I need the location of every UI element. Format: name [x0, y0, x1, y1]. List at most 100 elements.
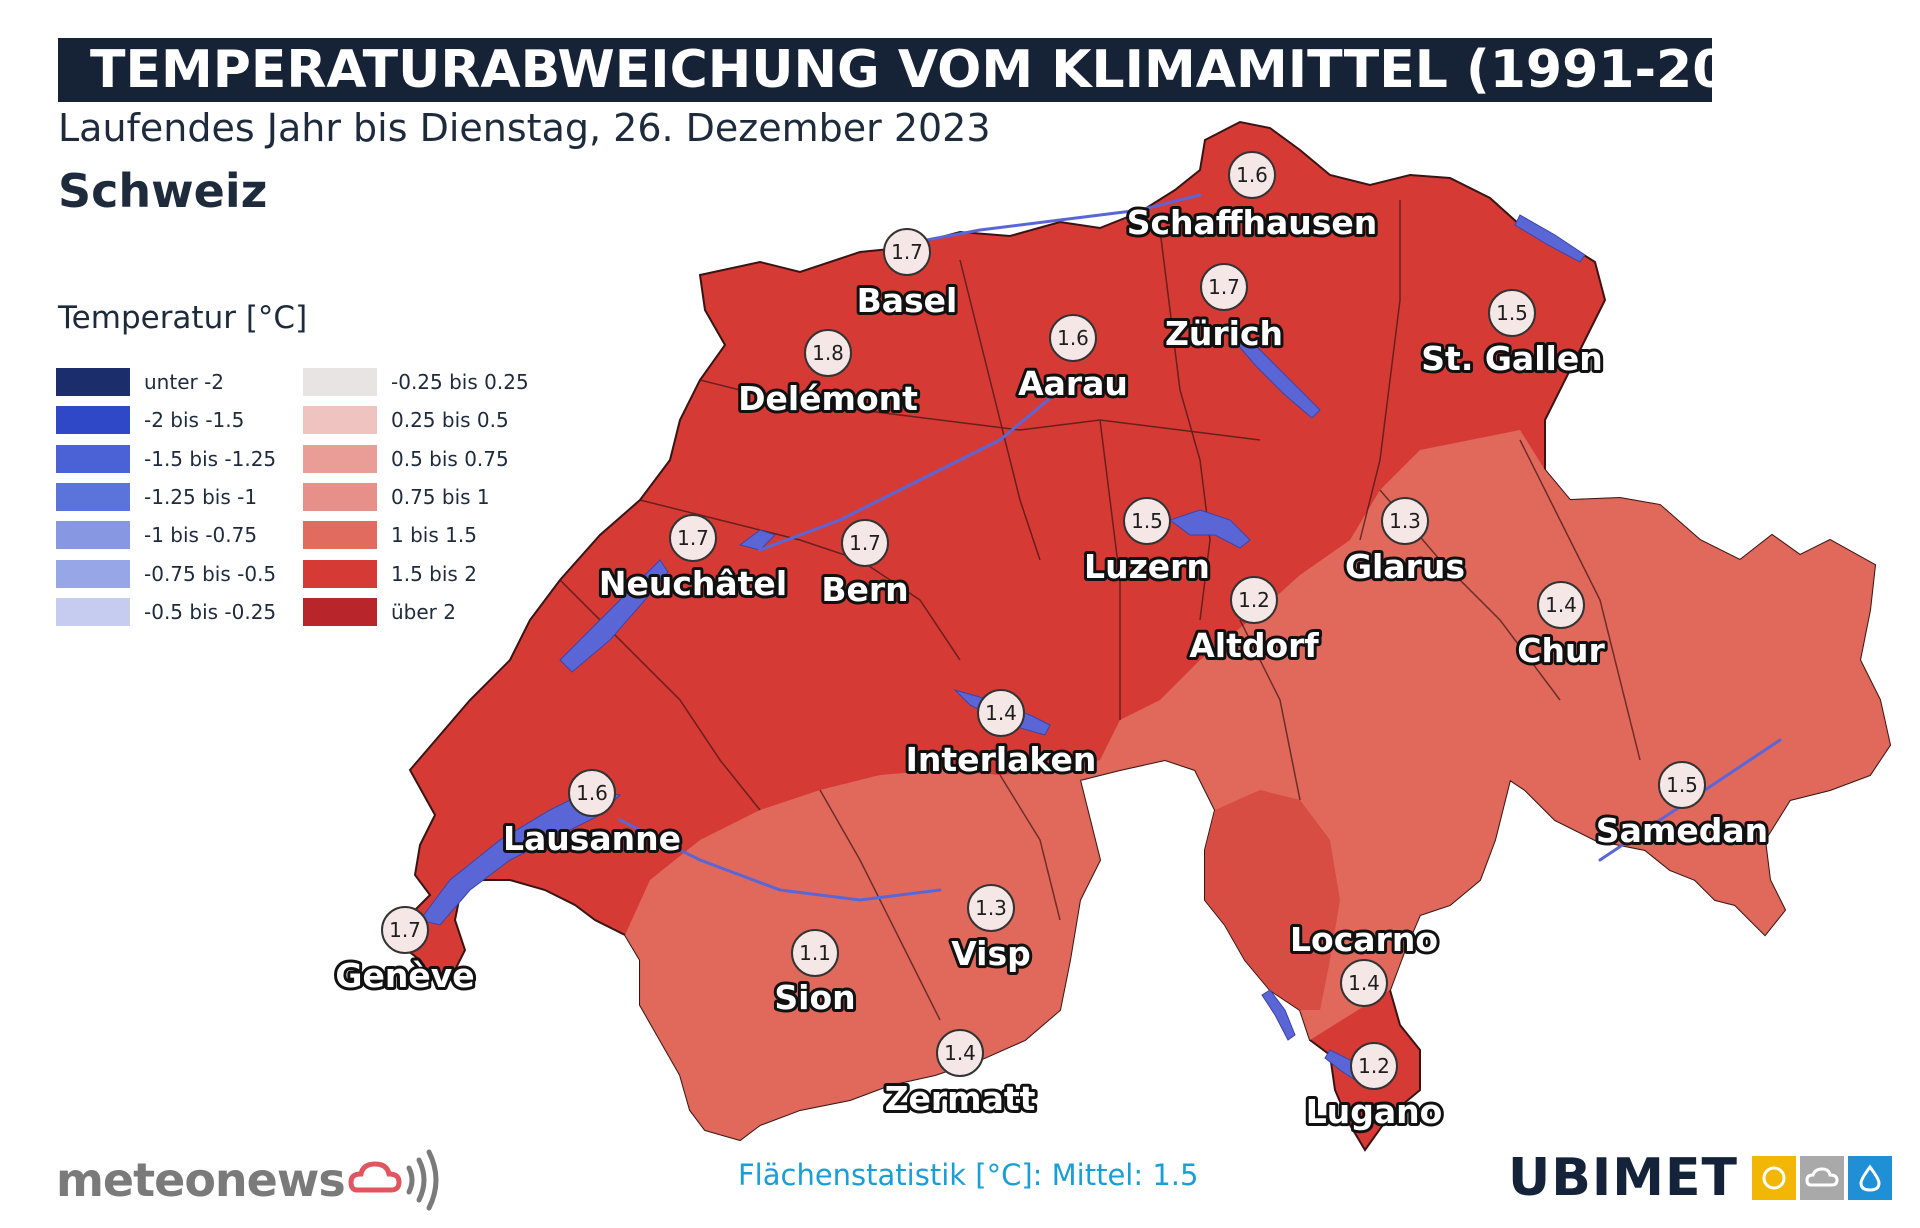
lake-biel	[738, 529, 776, 551]
city-value: 1.2	[1358, 1054, 1390, 1078]
city-name: Luzern	[1084, 547, 1210, 586]
value-circle	[1488, 289, 1536, 337]
legend-item: 1.5 bis 2	[303, 559, 477, 589]
legend-label: -1.5 bis -1.25	[144, 446, 277, 471]
legend-swatch	[303, 406, 377, 435]
value-circle	[1123, 497, 1171, 545]
sun-icon	[1751, 1156, 1796, 1200]
city-name: St. Gallen	[1421, 339, 1602, 378]
city-marker: 1.5 Samedan	[1593, 761, 1771, 853]
legend-label: über 2	[391, 599, 456, 624]
ticino-shape	[1205, 790, 1340, 1010]
legend-label: 1.5 bis 2	[391, 561, 477, 586]
city-marker: 1.7 Genève	[332, 906, 478, 998]
value-circle	[1658, 761, 1706, 809]
value-circle	[804, 329, 852, 377]
legend-item: -1.5 bis -1.25	[56, 444, 276, 474]
city-name: Lugano	[1306, 1092, 1443, 1131]
city-marker: 1.2 Altdorf	[1186, 576, 1322, 668]
cloud-icon	[1799, 1156, 1844, 1200]
value-circle	[841, 519, 889, 567]
city-value: 1.4	[944, 1041, 976, 1065]
city-name: Altdorf	[1189, 626, 1319, 665]
city-name: Zermatt	[885, 1079, 1036, 1118]
city-name: Basel	[857, 281, 958, 320]
map-title: TEMPERATURABWEICHUNG VOM KLIMAMITTEL (19…	[58, 38, 1825, 102]
value-circle	[967, 884, 1015, 932]
area-statistics: Flächenstatistik [°C]: Mittel: 1.5	[738, 1158, 1199, 1192]
city-value: 1.5	[1496, 301, 1528, 325]
legend-label: -0.25 bis 0.25	[391, 370, 529, 394]
legend-item: über 2	[303, 597, 456, 627]
legend-label: unter -2	[144, 370, 225, 394]
city-name: Interlaken	[906, 740, 1097, 779]
city-marker: 1.2 Lugano	[1303, 1042, 1445, 1134]
city-marker: 1.4 Locarno	[1287, 917, 1441, 1007]
legend-item: -1 bis -0.75	[56, 520, 257, 550]
legend-swatch	[56, 597, 130, 626]
legend-item: -2 bis -1.5	[56, 405, 244, 435]
city-value: 1.4	[985, 701, 1017, 725]
city-value: 1.7	[891, 240, 923, 264]
cloud-icon	[348, 1149, 439, 1211]
city-marker: 1.5 Luzern	[1081, 497, 1213, 589]
legend-item: -0.75 bis -0.5	[56, 559, 276, 589]
legend-swatch	[303, 597, 377, 626]
legend-label: 1 bis 1.5	[391, 523, 477, 548]
city-value: 1.6	[1236, 163, 1268, 187]
city-value: 1.3	[1389, 509, 1421, 533]
value-circle	[1049, 314, 1097, 362]
city-value: 1.8	[812, 341, 844, 365]
canton-borders	[559, 200, 1641, 1021]
droplet-icon	[1847, 1156, 1892, 1200]
city-markers: 1.6 Schaffhausen 1.7 Basel 1.7 Zürich 1.5 St. G…	[332, 151, 1771, 1134]
city-marker: 1.3 Visp	[948, 884, 1034, 976]
city-value: 1.7	[389, 918, 421, 942]
city-value: 1.5	[1666, 773, 1698, 797]
legend-swatch	[56, 559, 130, 588]
lake-neuchatel	[559, 559, 669, 673]
legend-item: 0.25 bis 0.5	[303, 405, 509, 435]
city-name: Aarau	[1018, 364, 1128, 403]
value-circle	[1350, 1042, 1398, 1090]
legend-label: -0.5 bis -0.25	[144, 599, 277, 624]
city-name: Genève	[335, 956, 474, 995]
city-marker: 1.8 Delémont	[735, 329, 921, 421]
legend-swatch	[56, 482, 130, 511]
lake-constance	[1514, 214, 1586, 263]
city-marker: 1.6 Schaffhausen	[1124, 151, 1380, 245]
value-circle	[1200, 263, 1248, 311]
city-marker: 1.5 St. Gallen	[1418, 289, 1606, 381]
value-circle	[977, 689, 1025, 737]
lake-zurich	[1231, 329, 1321, 419]
city-name: Zürich	[1165, 314, 1283, 353]
city-marker: 1.6 Aarau	[1015, 314, 1131, 406]
city-name: Locarno	[1290, 920, 1438, 959]
signal-waves-icon	[406, 1149, 439, 1211]
city-marker: 1.4 Interlaken	[903, 689, 1099, 782]
legend-item: 0.5 bis 0.75	[303, 444, 509, 474]
city-value: 1.2	[1238, 588, 1270, 612]
city-value: 1.4	[1348, 971, 1380, 995]
city-value: 1.1	[799, 941, 831, 965]
city-value: 1.6	[1057, 326, 1089, 350]
value-circle	[1230, 576, 1278, 624]
legend-item: -0.5 bis -0.25	[56, 597, 276, 627]
value-circle	[381, 906, 429, 954]
city-name: Sion	[774, 978, 855, 1017]
lake-lucerne	[1168, 509, 1251, 549]
legend-label: -1 bis -0.75	[144, 523, 258, 548]
ubimet-wordmark: UBIMET	[1508, 1148, 1738, 1208]
legend-label: 0.25 bis 0.5	[391, 408, 509, 433]
legend-item: 1 bis 1.5	[303, 520, 477, 550]
legend-swatch	[303, 368, 377, 396]
city-marker: 1.1 Sion	[771, 929, 859, 1020]
city-marker: 1.4 Zermatt	[882, 1029, 1039, 1121]
city-name: Delémont	[738, 379, 918, 418]
legend-swatch	[303, 521, 377, 550]
value-circle	[1537, 581, 1585, 629]
city-value: 1.6	[576, 781, 608, 805]
river-aare	[758, 388, 1062, 552]
city-value: 1.7	[1208, 275, 1240, 299]
city-marker: 1.6 Lausanne	[500, 769, 684, 861]
